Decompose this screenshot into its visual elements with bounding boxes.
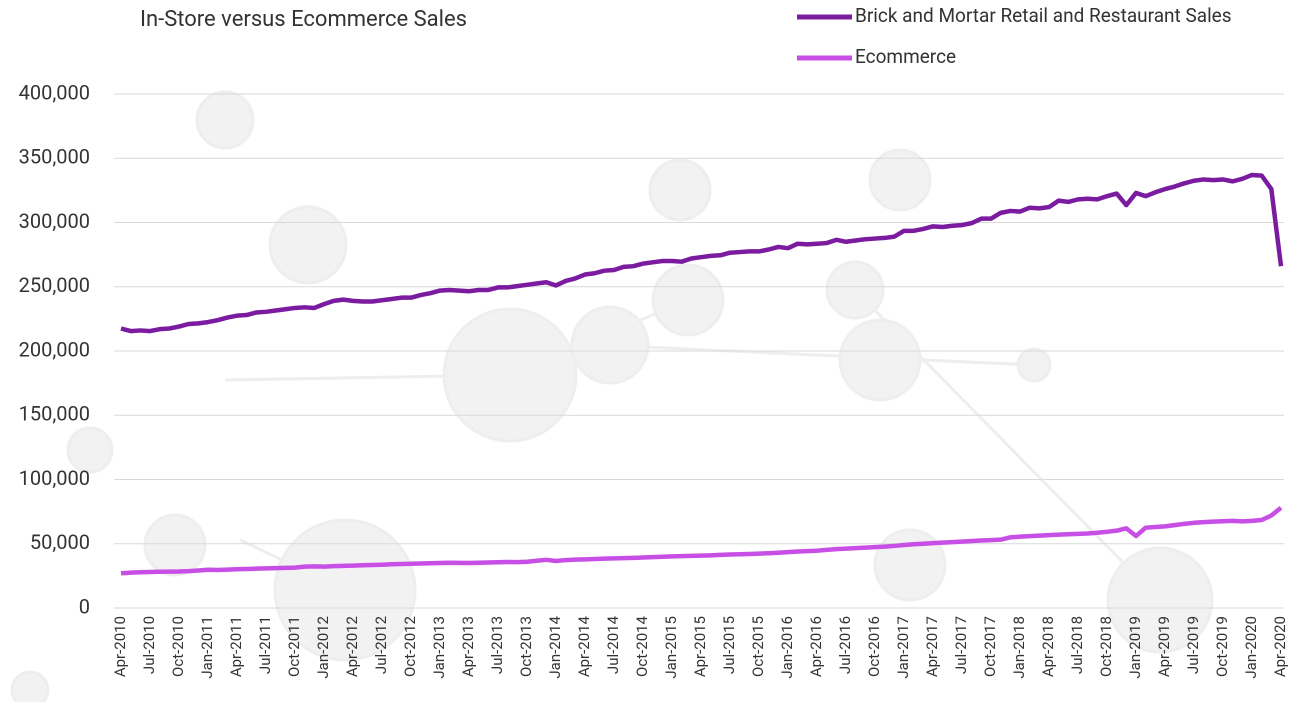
x-tick-label: Apr-2018 [1039,616,1057,677]
x-tick-label: Jan-2012 [314,616,332,679]
y-tick-label: 0 [79,594,90,618]
x-tick-label: Oct-2011 [285,616,303,677]
x-tick-label: Jan-2018 [1010,616,1028,679]
x-tick-label: Apr-2015 [691,616,709,677]
x-tick-label: Oct-2018 [1097,616,1115,677]
x-tick-label: Jan-2017 [894,616,912,679]
x-tick-label: Oct-2013 [517,616,535,677]
x-tick-label: Apr-2019 [1155,616,1173,677]
x-tick-label: Apr-2020 [1271,616,1289,677]
x-tick-label: Apr-2013 [459,616,477,677]
x-tick-label: Apr-2012 [343,616,361,677]
y-tick-label: 250,000 [19,273,90,297]
legend-label: Ecommerce [855,45,956,68]
x-tick-label: Oct-2015 [749,616,767,677]
y-tick-label: 350,000 [19,145,90,169]
x-tick-label: Oct-2017 [981,616,999,677]
x-tick-label: Jul-2013 [488,616,506,674]
x-tick-label: Jul-2014 [604,615,622,674]
x-tick-label: Jan-2019 [1126,616,1144,679]
x-tick-label: Oct-2010 [169,616,187,677]
y-tick-label: 50,000 [30,530,90,554]
x-tick-label: Jul-2011 [256,616,274,674]
legend-label: Brick and Mortar Retail and Restaurant S… [855,4,1232,27]
chart: In-Store versus Ecommerce Sales 0 50,000 1… [0,0,1299,702]
x-tick-label: Apr-2011 [227,616,245,677]
x-tick-label: Jan-2015 [662,616,680,679]
y-tick-label: 200,000 [19,337,90,361]
x-tick-label: Oct-2012 [401,616,419,677]
x-tick-label: Apr-2016 [807,616,825,677]
x-tick-label: Apr-2010 [111,616,129,677]
x-tick-label: Jul-2017 [952,616,970,674]
x-tick-label: Jul-2019 [1184,616,1202,674]
x-tick-label: Jan-2013 [430,616,448,679]
background-decoration [12,92,1212,702]
x-tick-label: Jul-2016 [836,616,854,674]
x-tick-label: Apr-2014 [575,615,593,677]
x-tick-label: Jul-2015 [720,616,738,674]
x-tick-label: Jul-2010 [140,616,158,674]
y-tick-label: 150,000 [19,402,90,426]
x-tick-label: Oct-2019 [1213,616,1231,677]
x-tick-label: Apr-2017 [923,616,941,677]
y-tick-label: 100,000 [19,466,90,490]
x-tick-label: Jan-2014 [546,615,564,678]
y-tick-label: 300,000 [19,209,90,233]
x-tick-label: Oct-2016 [865,616,883,677]
chart-title: In-Store versus Ecommerce Sales [140,7,467,32]
x-tick-label: Jan-2020 [1242,616,1260,679]
x-tick-label: Jan-2016 [778,616,796,679]
x-tick-label: Oct-2014 [633,615,651,677]
x-tick-label: Jul-2012 [372,616,390,674]
y-tick-label: 400,000 [19,80,90,104]
x-tick-label: Jul-2018 [1068,616,1086,674]
x-tick-label: Jan-2011 [198,616,216,679]
